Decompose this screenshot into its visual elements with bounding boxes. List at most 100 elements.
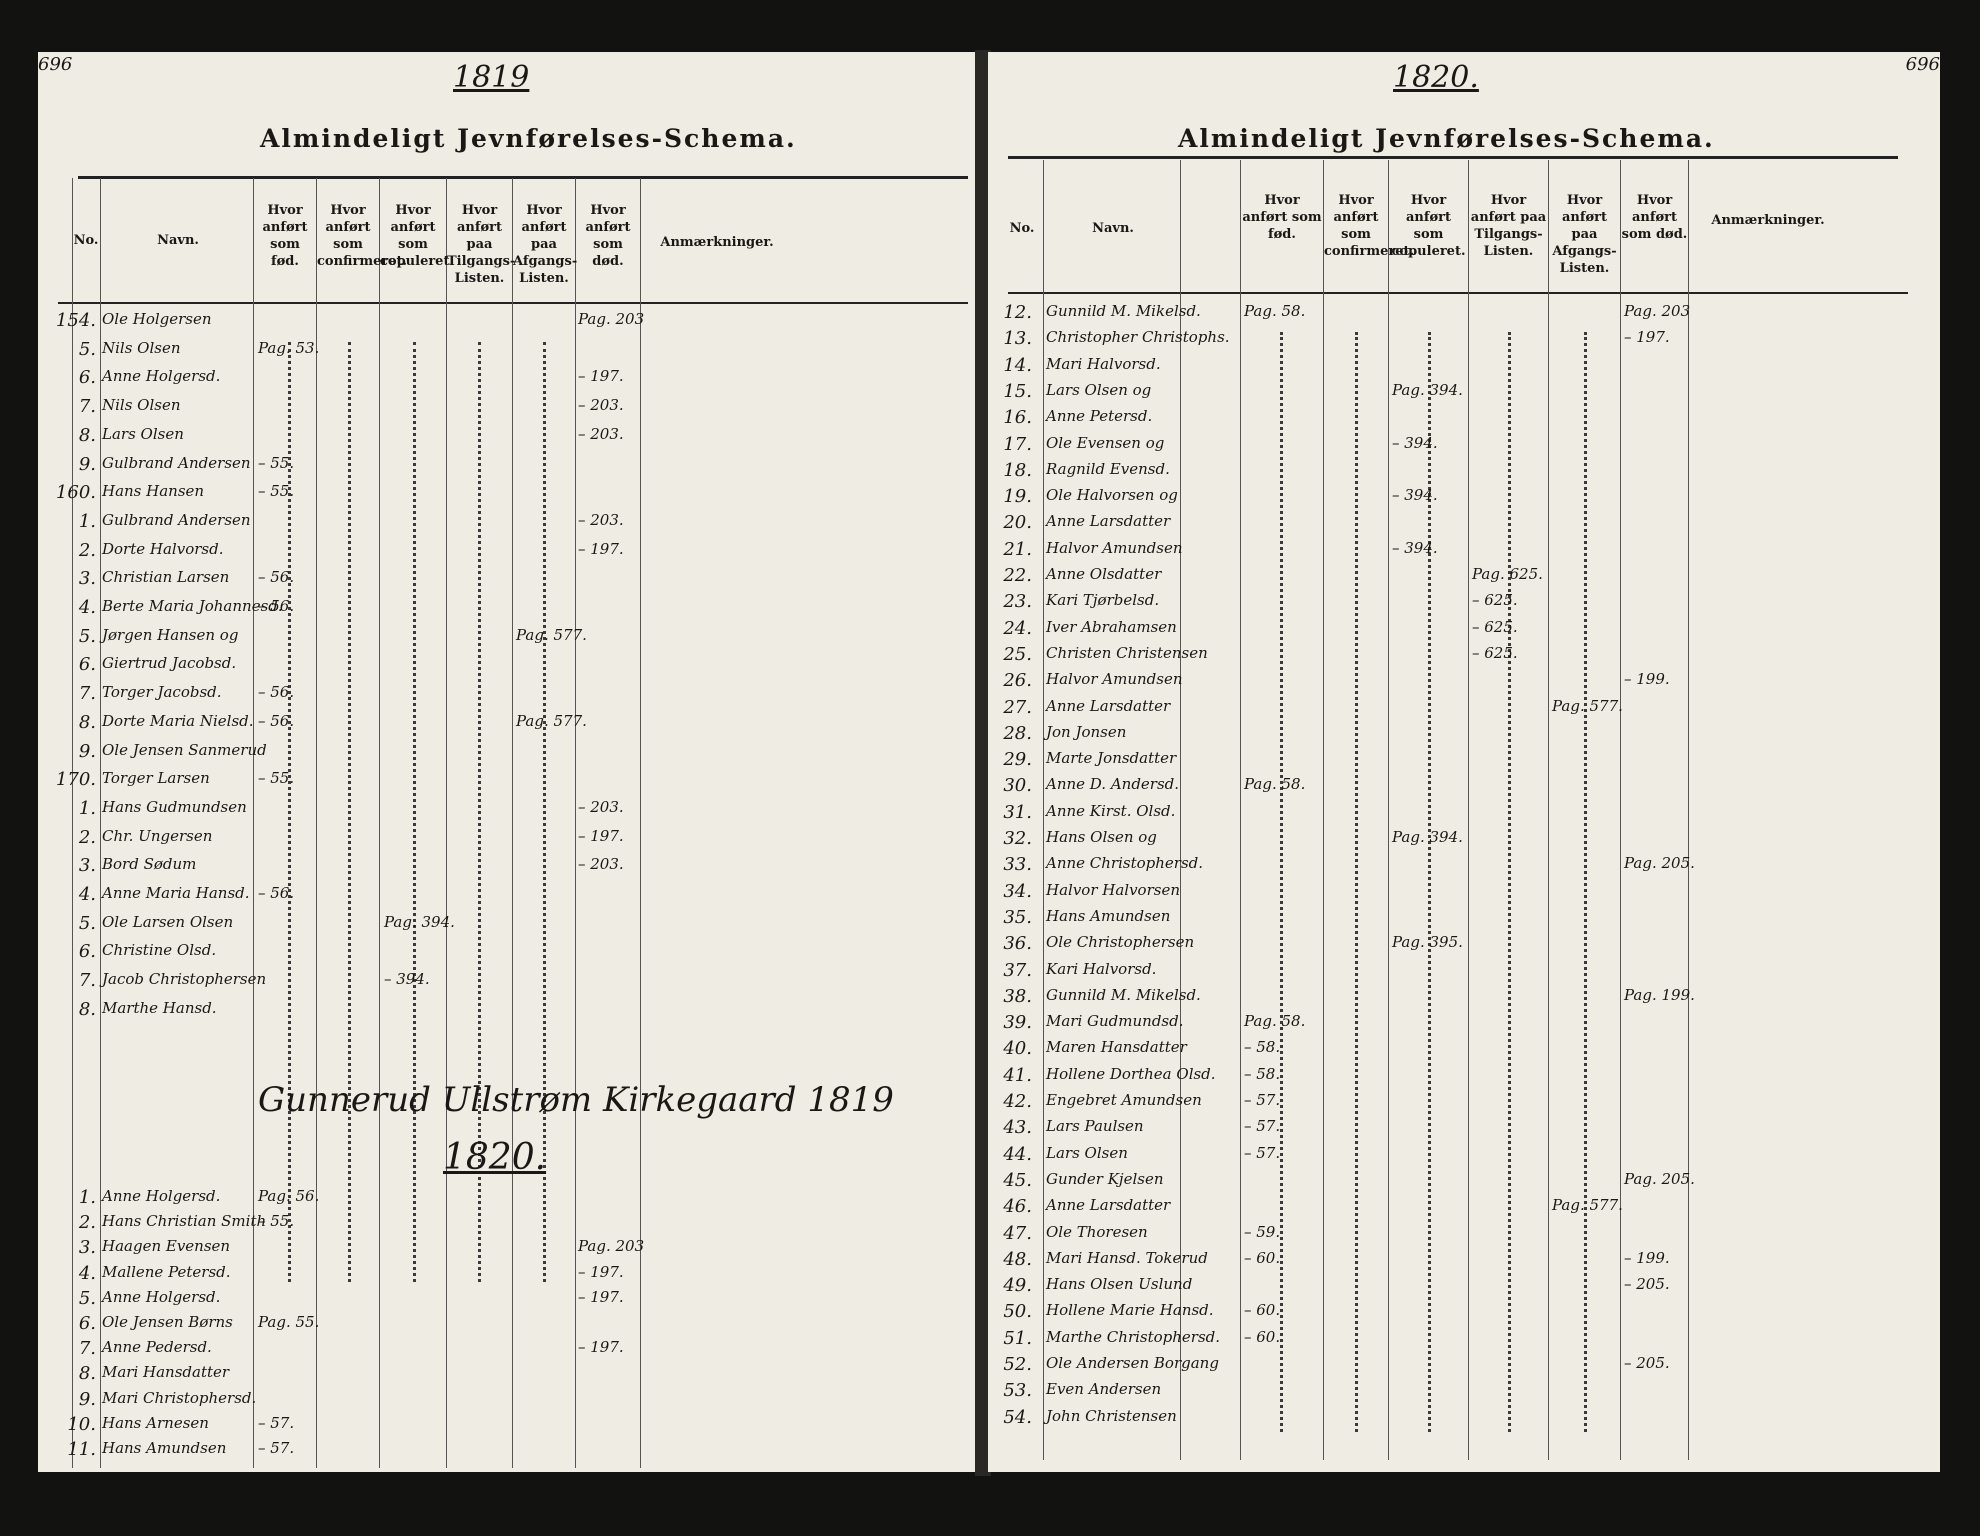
register-name-cell: Hans Olsen Uslund [1046, 1275, 1193, 1294]
register-fod-cell: Pag. 58. [1244, 302, 1306, 320]
register-name-cell: Kari Tjørbelsd. [1046, 591, 1160, 610]
register-no-cell: 170. [55, 769, 96, 791]
left-header-born: Hvor anført som fød. [262, 203, 308, 269]
register-no-cell: 3. [78, 855, 96, 877]
register-name-cell: Ole Holgersen [102, 310, 212, 328]
register-no-cell: 16. [1003, 407, 1032, 429]
register-dod-cell: – 203. [578, 797, 624, 816]
register-row: 28. Jon Jonsen [988, 723, 1940, 755]
register-fod-cell: – 56. [258, 597, 295, 615]
register-dod-cell: Pag. 203 [578, 310, 645, 328]
register-dod-cell: – 205. [1624, 1354, 1670, 1372]
register-name-cell: Marte Jonsdatter [1046, 749, 1177, 768]
register-row: 9. Mari Christophersd. [38, 1389, 978, 1421]
register-no-cell: 7. [78, 396, 96, 418]
register-name-cell: Chr. Ungersen [102, 826, 213, 845]
register-dod-cell: – 203. [578, 855, 624, 874]
register-afg-cell: Pag. 577. [516, 625, 587, 644]
register-name-cell: Mari Halvorsd. [1046, 354, 1161, 373]
register-row: 40. Maren Hansdatter – 58. [988, 1038, 1940, 1070]
register-name-cell: Hollene Marie Hansd. [1046, 1301, 1214, 1320]
register-no-cell: 4. [78, 597, 96, 618]
register-name-cell: Anne Pedersd. [102, 1338, 212, 1357]
register-name-cell: Ole Evensen og [1046, 433, 1165, 452]
register-no-cell: 20. [1003, 512, 1032, 534]
register-dod-cell: – 197. [578, 826, 624, 845]
register-row: 8. Dorte Maria Nielsd. – 56. Pag. 577. [38, 712, 978, 744]
register-row: 2. Chr. Ungersen – 197. [38, 827, 978, 859]
register-no-cell: 48. [1003, 1248, 1032, 1270]
left-page: 696 1819 Almindeligt Jevnførelses-Schema… [38, 52, 978, 1472]
register-dod-cell: – 203. [578, 510, 624, 529]
register-row: 9. Ole Jensen Sanmerud [38, 741, 978, 773]
register-row: 2. Hans Christian Smith – 55. [38, 1212, 978, 1244]
register-no-cell: 9. [78, 740, 96, 762]
register-no-cell: 3. [78, 1237, 96, 1259]
book-gutter [975, 50, 991, 1476]
register-name-cell: Anne Christophersd. [1046, 854, 1204, 873]
left-header-departure: Hvor anført paa Afgangs-Listen. [513, 203, 578, 286]
register-name-cell: Hans Amundsen [102, 1439, 227, 1457]
register-row: 24. Iver Abrahamsen – 625. [988, 618, 1940, 650]
register-name-cell: Halvor Amundsen [1046, 670, 1183, 689]
register-name-cell: Mari Gudmundsd. [1046, 1012, 1184, 1031]
register-name-cell: Anne D. Andersd. [1046, 775, 1180, 794]
right-header-name: Navn. [1092, 221, 1134, 236]
register-no-cell: 42. [1003, 1091, 1032, 1112]
register-no-cell: 11. [67, 1439, 96, 1460]
register-dod-cell: – 197. [578, 1338, 624, 1357]
register-dod-cell: – 197. [578, 1287, 624, 1306]
register-no-cell: 49. [1003, 1275, 1032, 1297]
register-fod-cell: Pag. 55. [258, 1313, 320, 1331]
register-cop-cell: Pag. 394. [1392, 828, 1463, 846]
register-til-cell: – 625. [1472, 591, 1518, 610]
register-name-cell: Kari Halvorsd. [1046, 959, 1157, 978]
left-dotted-guide [478, 342, 481, 1282]
register-fod-cell: – 55. [258, 769, 295, 788]
register-row: 8. Marthe Hansd. [38, 999, 978, 1031]
register-name-cell: Gulbrand Andersen [102, 510, 251, 529]
register-name-cell: Ole Thoresen [1046, 1222, 1148, 1241]
register-name-cell: Mari Hansdatter [102, 1363, 230, 1382]
register-no-cell: 25. [1003, 643, 1032, 665]
register-row: 5. Anne Holgersd. – 197. [38, 1288, 978, 1320]
right-page: 696 1820. Almindeligt Jevnførelses-Schem… [988, 52, 1940, 1472]
register-no-cell: 2. [78, 539, 96, 561]
register-row: 4. Berte Maria Johannesd. – 56. [38, 597, 978, 629]
register-fod-cell: – 60. [1244, 1248, 1281, 1267]
register-row: 36. Ole Christophersen Pag. 395. [988, 933, 1940, 965]
register-no-cell: 36. [1003, 933, 1032, 955]
register-no-cell: 54. [1003, 1406, 1032, 1428]
register-row: 54. John Christensen [988, 1407, 1940, 1439]
right-header-confirmed: Hvor anført som confirmeret. [1324, 193, 1415, 259]
right-col-divider [1388, 160, 1389, 1460]
register-row: 42. Engebret Amundsen – 57. [988, 1091, 1940, 1123]
left-page-title: Almindeligt Jevnførelses-Schema. [260, 124, 797, 153]
register-row: 7. Torger Jacobsd. – 56. [38, 683, 978, 715]
register-name-cell: Gulbrand Andersen [102, 453, 251, 472]
right-top-rule [1008, 156, 1898, 159]
register-name-cell: Anne Larsdatter [1046, 1196, 1171, 1215]
register-no-cell: 28. [1003, 722, 1032, 744]
register-row: 26. Halvor Amundsen – 199. [988, 670, 1940, 702]
left-col-divider [640, 178, 641, 1468]
right-col-divider [1043, 160, 1044, 1460]
register-row: 43. Lars Paulsen – 57. [988, 1117, 1940, 1149]
register-row: 52. Ole Andersen Borgang – 205. [988, 1354, 1940, 1386]
register-name-cell: Nils Olsen [102, 396, 181, 415]
left-header-arrival: Hvor anført paa Tilgangs-Listen. [447, 203, 516, 286]
register-afg-cell: Pag. 577. [1552, 696, 1623, 715]
register-no-cell: 18. [1003, 459, 1032, 481]
register-no-cell: 6. [78, 1313, 96, 1334]
register-no-cell: 1. [78, 797, 96, 819]
register-no-cell: 15. [1003, 380, 1032, 402]
register-no-cell: 30. [1003, 775, 1032, 797]
register-fod-cell: – 59. [1244, 1222, 1281, 1241]
left-col-divider [316, 178, 317, 1468]
left-dotted-guide [543, 342, 546, 1282]
register-name-cell: Lars Olsen og [1046, 380, 1152, 399]
register-cop-cell: – 394. [1392, 486, 1438, 505]
register-no-cell: 17. [1003, 433, 1032, 455]
left-col-divider [72, 178, 73, 1468]
register-name-cell: Engebret Amundsen [1046, 1091, 1202, 1109]
